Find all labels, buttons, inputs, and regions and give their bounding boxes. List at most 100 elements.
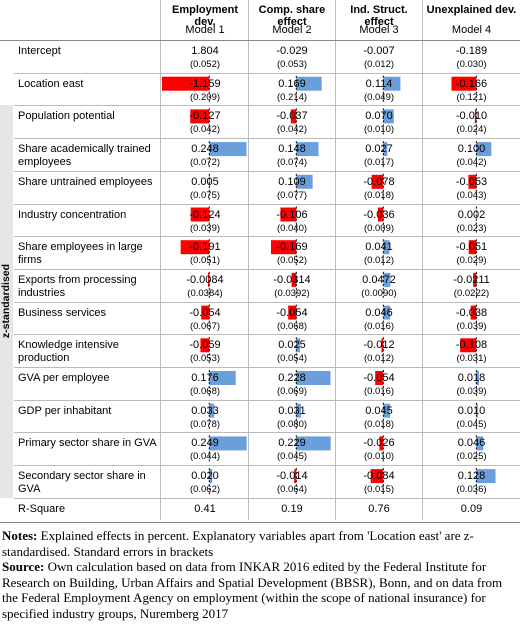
coefficient: 0.010 bbox=[457, 404, 486, 417]
standard-error: (0.025) bbox=[456, 451, 487, 463]
effect-bar bbox=[296, 76, 322, 91]
coefficient: -0.078 bbox=[363, 175, 395, 188]
coefficient: 0.045 bbox=[365, 404, 393, 417]
coefficient: -0.029 bbox=[276, 45, 308, 57]
effect-bar bbox=[470, 305, 477, 320]
standard-error: (0.072) bbox=[189, 157, 221, 169]
standard-error: (0.009) bbox=[363, 222, 395, 234]
standard-error: (0.039) bbox=[456, 320, 487, 332]
effect-bar bbox=[451, 76, 477, 91]
standard-error: (0.044) bbox=[189, 451, 221, 463]
row-rule bbox=[14, 170, 520, 172]
effect-bar bbox=[383, 272, 391, 287]
coefficient: 0.033 bbox=[191, 404, 219, 417]
coefficient: -0.014 bbox=[276, 470, 308, 483]
effect-bar bbox=[288, 305, 297, 320]
row-rule bbox=[14, 203, 520, 205]
notes: Notes: Explained effects in percent. Exp… bbox=[2, 528, 518, 622]
standard-error: (0.039) bbox=[456, 386, 487, 397]
standard-error: (0.042) bbox=[456, 157, 487, 169]
effect-bar bbox=[377, 207, 384, 222]
coefficient: 0.109 bbox=[278, 175, 306, 188]
effect-bar bbox=[208, 272, 210, 287]
coefficient: 0.228 bbox=[278, 372, 306, 384]
row-rule bbox=[14, 465, 520, 467]
standard-error: (0.012) bbox=[363, 255, 395, 267]
standard-error: (0.030) bbox=[456, 59, 487, 70]
effect-bar bbox=[473, 272, 477, 287]
standard-error: (0.075) bbox=[189, 189, 221, 201]
r-square-value: 0.76 bbox=[368, 502, 390, 515]
effect-bar bbox=[209, 403, 215, 418]
group-band bbox=[0, 105, 13, 498]
column-title: Employment dev. bbox=[171, 4, 238, 28]
row-label: Share academically trained employees bbox=[18, 143, 151, 169]
row-label: Exports from processing industries bbox=[18, 273, 137, 299]
effect-bar bbox=[190, 207, 210, 222]
standard-error: (0.023) bbox=[456, 222, 487, 234]
effect-bar bbox=[270, 240, 297, 255]
coefficient: -0.169 bbox=[276, 241, 308, 254]
standard-error: (0.053) bbox=[189, 353, 221, 365]
coefficient: 0.027 bbox=[365, 143, 393, 156]
coefficient: 0.031 bbox=[278, 404, 306, 417]
effect-bar bbox=[383, 403, 391, 418]
row-label: Location east bbox=[18, 77, 84, 90]
effect-bar bbox=[296, 371, 331, 385]
standard-error: (0.062) bbox=[189, 484, 221, 496]
standard-error: (0.024) bbox=[456, 124, 487, 136]
model-label: Model 1 bbox=[185, 24, 225, 36]
standard-error: (0.018) bbox=[363, 189, 395, 201]
standard-error: (0.036) bbox=[456, 484, 487, 496]
coefficient: -0.054 bbox=[189, 306, 221, 319]
row-rule bbox=[14, 268, 520, 270]
coefficient: -0.059 bbox=[189, 339, 221, 352]
effect-bar bbox=[201, 305, 210, 320]
effect-bar bbox=[381, 338, 384, 353]
coefficient: 0.229 bbox=[278, 437, 306, 450]
effect-bar bbox=[383, 240, 390, 255]
coefficient: 0.176 bbox=[191, 372, 219, 384]
effect-bar bbox=[476, 142, 492, 157]
effect-bar bbox=[383, 142, 388, 157]
coefficient: 0.005 bbox=[191, 175, 219, 188]
standard-error: (0.012) bbox=[363, 59, 395, 70]
coefficient: -0.106 bbox=[276, 208, 308, 221]
row-label: GVA per employee bbox=[18, 372, 110, 384]
standard-error: (0.010) bbox=[363, 451, 395, 463]
coefficient: -0.189 bbox=[455, 45, 488, 57]
row-label: Secondary sector share in GVA bbox=[18, 470, 146, 496]
row-label: Population potential bbox=[18, 110, 115, 123]
standard-error: (0.012) bbox=[363, 353, 395, 365]
standard-error: (0.018) bbox=[363, 418, 395, 430]
effect-bar bbox=[370, 469, 384, 484]
effect-bar bbox=[209, 469, 213, 484]
coefficient: -0.127 bbox=[189, 110, 221, 123]
standard-error: (0.078) bbox=[189, 418, 221, 430]
column-divider bbox=[160, 0, 161, 520]
row-label: Intercept bbox=[18, 45, 61, 57]
coefficient: 0.148 bbox=[278, 143, 306, 156]
effect-bar bbox=[476, 371, 480, 385]
coefficient: 0.046 bbox=[365, 306, 393, 319]
coefficient: 0.100 bbox=[457, 143, 486, 156]
standard-error: (0.039) bbox=[189, 222, 221, 234]
effect-bar bbox=[474, 109, 477, 124]
standard-error: (0.0384) bbox=[187, 287, 223, 299]
coefficient: 0.018 bbox=[457, 372, 486, 384]
standard-error: (0.068) bbox=[189, 386, 221, 397]
source-text: Own calculation based on data from INKAR… bbox=[2, 559, 503, 621]
standard-error: (0.0222) bbox=[453, 287, 490, 299]
coefficient: -0.124 bbox=[189, 208, 221, 221]
effect-bar bbox=[162, 76, 210, 91]
effect-bar bbox=[296, 338, 301, 353]
standard-error: (0.017) bbox=[363, 157, 395, 169]
row-rule bbox=[14, 432, 520, 434]
coefficient: 0.046 bbox=[457, 437, 486, 450]
row-rule bbox=[14, 367, 520, 368]
coefficient: 1.804 bbox=[191, 45, 219, 57]
model-label: Model 4 bbox=[451, 24, 492, 36]
standard-error: (0.031) bbox=[456, 353, 487, 365]
standard-error: (0.042) bbox=[189, 124, 221, 136]
